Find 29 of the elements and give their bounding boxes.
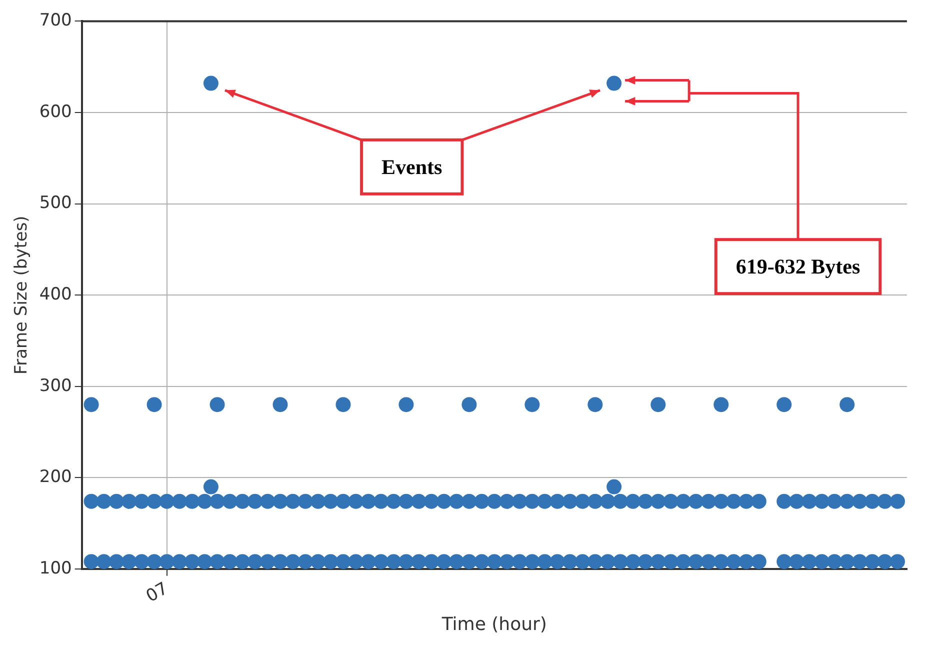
- point: [146, 397, 162, 412]
- y-axis-title: Frame Size (bytes): [12, 216, 32, 374]
- point: [462, 397, 477, 412]
- point: [203, 479, 218, 494]
- point: [606, 479, 622, 494]
- annotation: Events: [382, 154, 442, 179]
- point: [210, 397, 225, 412]
- point: [524, 397, 540, 412]
- point: [203, 76, 218, 91]
- y-tick-label: 400: [39, 284, 72, 304]
- point: [650, 397, 666, 412]
- y-tick-label: 700: [39, 10, 72, 31]
- y-tick-label: 200: [39, 467, 72, 488]
- x-tick-label: 07: [142, 578, 172, 607]
- point: [606, 76, 622, 91]
- y-tick-label: 100: [39, 558, 72, 578]
- y-tick-label: 600: [39, 102, 72, 122]
- point: [272, 397, 288, 412]
- point: [776, 397, 792, 412]
- point: [336, 397, 351, 412]
- y-tick-label: 300: [39, 376, 72, 396]
- annotation: 619-632 Bytes: [736, 254, 860, 279]
- point: [714, 397, 729, 412]
- point: [398, 397, 414, 412]
- x-axis-title: Time (hour): [440, 614, 547, 635]
- point: [84, 397, 99, 412]
- y-tick-label: 500: [39, 193, 72, 214]
- point: [840, 397, 855, 412]
- point: [588, 397, 603, 412]
